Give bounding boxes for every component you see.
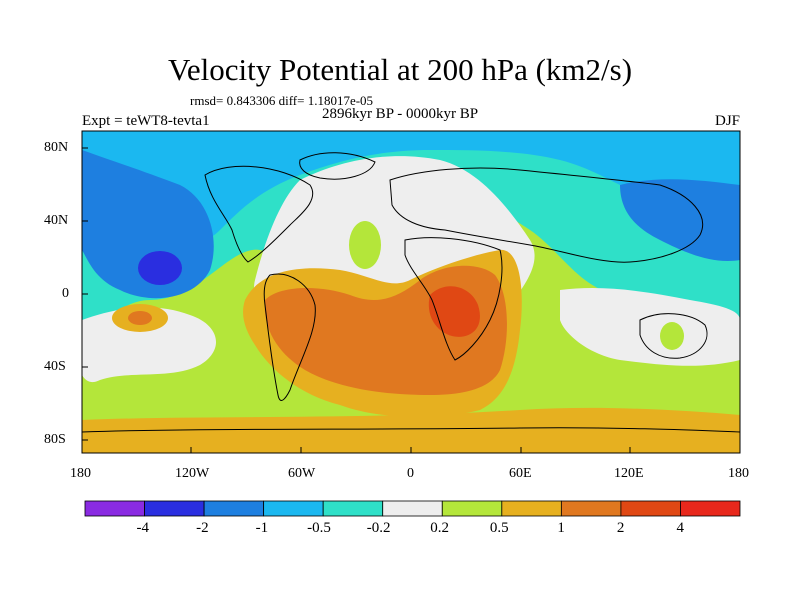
map-contours (82, 131, 740, 453)
map-ticks (82, 147, 631, 453)
colorbar-swatch (322, 500, 384, 517)
contour-neg-1 (82, 131, 740, 247)
lon-label-120w: 120W (175, 466, 210, 481)
colorbar (84, 500, 741, 517)
lat-label-0: 0 (62, 286, 69, 301)
lat-label-80s: 80S (44, 432, 66, 447)
chart-title: Velocity Potential at 200 hPa (km2/s) (167, 52, 633, 87)
contour-near-zero-pacific (82, 307, 217, 383)
lon-label-180w: 180 (70, 466, 91, 481)
colorbar-label: 0.5 (489, 520, 509, 536)
colorbar-label: -1 (255, 520, 269, 536)
contour-pos-atlantic (349, 221, 381, 269)
period-label: 2896kyr BP - 0000kyr BP (321, 106, 479, 122)
colorbar-swatch (441, 500, 503, 517)
lat-label-80n: 80N (44, 140, 69, 155)
coastlines (82, 152, 740, 433)
colorbar-swatch (501, 500, 562, 517)
colorbar-label: -4 (136, 520, 150, 536)
contour-pos-1-south (82, 407, 740, 453)
contour-near-zero-east (560, 288, 740, 366)
lon-label-60w: 60W (288, 466, 316, 481)
contour-neg-2-east (620, 179, 740, 261)
colorbar-label: 4 (676, 520, 684, 536)
lon-label-120e: 120E (614, 466, 644, 481)
colorbar-label: 1 (557, 520, 565, 536)
colorbar-label: -0.5 (307, 520, 331, 536)
colorbar-swatch (560, 500, 622, 517)
colorbar-label: 2 (616, 520, 625, 536)
colorbar-label: -0.2 (366, 520, 391, 536)
lon-label-0: 0 (407, 466, 414, 481)
lat-label-40n: 40N (44, 213, 69, 228)
colorbar-swatch (620, 500, 681, 517)
colorbar-swatch (203, 500, 265, 517)
lon-label-60e: 60E (509, 466, 532, 481)
colorbar-swatch (382, 500, 443, 517)
stats-line: rmsd= 0.843306 diff= 1.18017e-05 (190, 93, 374, 108)
lon-label-180e: 180 (728, 466, 749, 481)
season-label: DJF (714, 113, 740, 129)
colorbar-swatch (84, 500, 145, 517)
contour-pos-australia (660, 322, 684, 350)
colorbar-swatch (680, 500, 741, 517)
colorbar-swatch (144, 500, 205, 517)
contour-neg-2-west (82, 150, 214, 299)
contour-neg-4-core (138, 251, 182, 285)
lat-label-40s: 40S (44, 359, 66, 374)
experiment-label: Expt = teWT8-tevta1 (82, 113, 210, 129)
colorbar-label: 0.2 (430, 520, 450, 536)
colorbar-swatch (263, 500, 324, 517)
contour-pos-4-core (428, 286, 480, 337)
contour-pos-2-pacific (128, 311, 152, 325)
colorbar-label: -2 (196, 520, 209, 536)
